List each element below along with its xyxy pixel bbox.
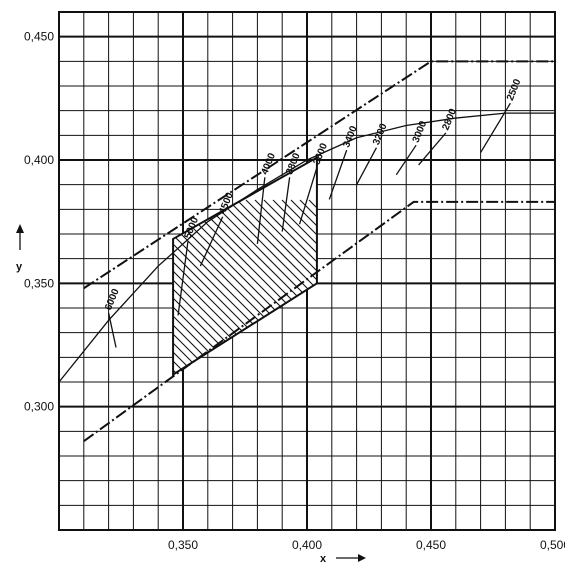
x-axis-label: x (320, 553, 327, 565)
lower-boundary-line (83, 200, 555, 443)
isotemperature-line (256, 177, 266, 244)
hatch-line (263, 199, 317, 375)
hatch-line (281, 199, 317, 375)
isotemperature-line (328, 149, 348, 200)
hatch-line (173, 199, 317, 375)
x-tick-label: 0,500 (540, 538, 565, 552)
isotemperature-line (356, 147, 378, 185)
y-tick-label: 0,400 (24, 153, 54, 167)
hatch-line (254, 199, 317, 375)
isotemperature-line (107, 312, 117, 348)
isotemperature-line (418, 132, 447, 166)
isotemperature-line (298, 167, 318, 225)
x-axis-arrowhead-icon (358, 554, 366, 562)
x-tick-label: 0,350 (168, 538, 198, 552)
hatch-line (173, 199, 317, 375)
y-axis-label: y (16, 261, 23, 273)
x-tick-label: 0,450 (416, 538, 446, 552)
x-axis-title: x (320, 553, 366, 565)
hatch-line (245, 199, 317, 375)
x-tick-label: 0,400 (292, 538, 322, 552)
isotemperature-line (199, 216, 224, 267)
hatch-line (272, 199, 317, 375)
hatch-line (173, 199, 213, 375)
y-axis-arrowhead-icon (16, 224, 24, 233)
hatched-region-outline (172, 155, 318, 377)
isotemperature-line (480, 102, 511, 153)
planckian-locus-line (59, 112, 555, 383)
isotemperature-line (177, 241, 189, 316)
hatch-line (236, 199, 317, 375)
hatch-line (227, 199, 317, 375)
tick-labels: 0,350 0,400 0,450 0,500 0,300 0,350 0,400 0,450 (24, 30, 565, 552)
curves (59, 60, 555, 443)
plot-frame (58, 11, 556, 531)
y-axis-title: y (16, 224, 24, 273)
hatch-line (182, 199, 317, 375)
isotemperature-line (281, 177, 291, 232)
isotemperature-line (395, 144, 417, 176)
y-tick-label: 0,350 (24, 276, 54, 290)
y-tick-label: 0,450 (24, 30, 54, 44)
hatch-line (218, 199, 317, 375)
y-tick-label: 0,300 (24, 400, 54, 414)
hatch-line (173, 199, 317, 375)
